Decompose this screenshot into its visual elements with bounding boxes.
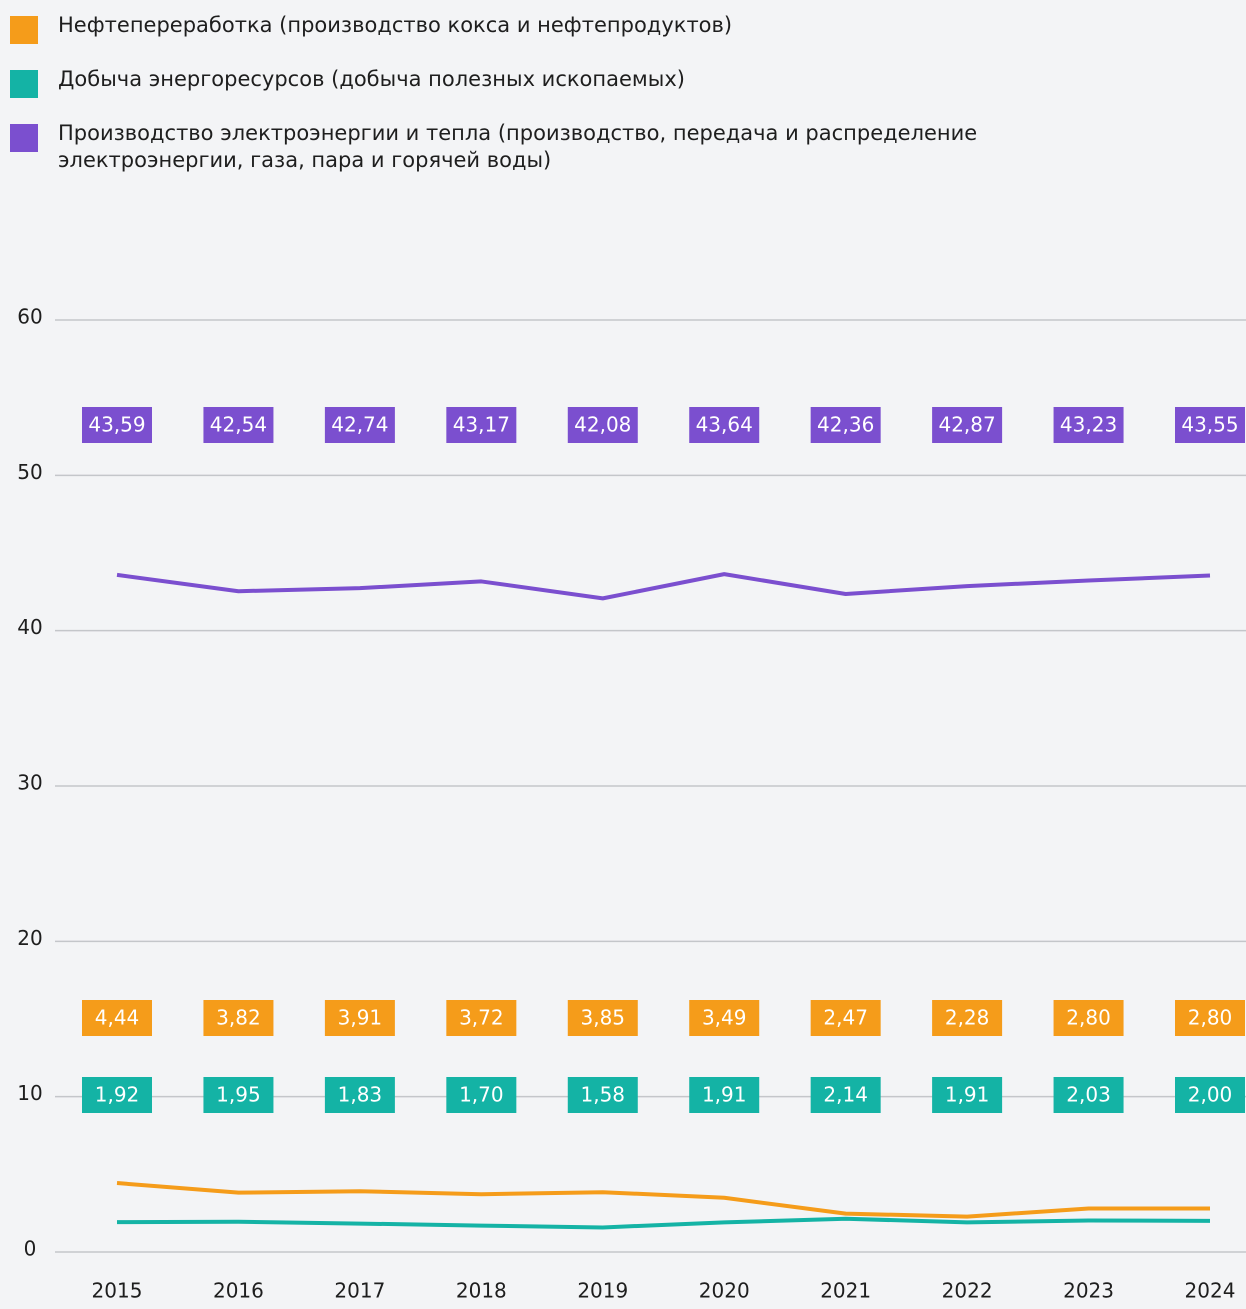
data-label-box <box>932 1000 1003 1036</box>
x-tick-label: 2021 <box>820 1279 871 1303</box>
y-tick-label: 30 <box>17 771 42 795</box>
data-label: 43,23 <box>1060 413 1117 437</box>
data-label: 42,87 <box>938 413 995 437</box>
data-label: 4,44 <box>95 1006 140 1030</box>
data-label: 42,08 <box>574 413 631 437</box>
x-tick-label: 2015 <box>92 1279 143 1303</box>
data-label: 42,54 <box>210 413 267 437</box>
legend-swatch <box>10 16 38 44</box>
series-line <box>116 1181 1210 1219</box>
data-label-box <box>810 1000 881 1036</box>
data-label-box <box>82 407 152 443</box>
legend: Нефтепереработка (производство кокса и н… <box>10 12 1000 196</box>
data-label-box <box>1053 1000 1124 1036</box>
data-label-box <box>567 1000 638 1036</box>
x-tick-label: 2016 <box>213 1279 264 1303</box>
legend-item: Нефтепереработка (производство кокса и н… <box>10 12 1000 44</box>
legend-label: Нефтепереработка (производство кокса и н… <box>58 13 733 37</box>
data-label-box <box>810 407 881 443</box>
legend-item: Производство электроэнергии и тепла (про… <box>10 120 1000 174</box>
data-label: 1,95 <box>216 1083 261 1107</box>
data-label-box <box>82 1077 152 1113</box>
x-tick-label: 2024 <box>1185 1279 1236 1303</box>
data-label-box <box>689 1000 760 1036</box>
data-label-box <box>203 1077 274 1113</box>
data-label: 43,64 <box>696 413 753 437</box>
legend-label: Добыча энергоресурсов (добыча полезных и… <box>58 67 685 91</box>
data-label: 43,55 <box>1181 413 1238 437</box>
data-label: 43,59 <box>88 413 145 437</box>
data-label: 2,03 <box>1066 1083 1111 1107</box>
data-label-box <box>82 1000 152 1036</box>
x-tick-label: 2022 <box>942 1279 993 1303</box>
data-label: 1,91 <box>702 1083 747 1107</box>
data-label: 2,00 <box>1188 1083 1233 1107</box>
data-label: 43,17 <box>453 413 510 437</box>
y-tick-label: 20 <box>17 926 42 950</box>
data-label-box <box>446 1000 517 1036</box>
y-tick-label: 40 <box>17 615 42 639</box>
data-label-box <box>324 407 395 443</box>
data-label-box <box>1175 1000 1245 1036</box>
data-label-box <box>1053 1077 1124 1113</box>
data-label: 2,28 <box>945 1006 990 1030</box>
data-label: 42,74 <box>331 413 388 437</box>
data-label: 2,14 <box>823 1083 868 1107</box>
x-tick-label: 2017 <box>334 1279 385 1303</box>
data-label: 2,47 <box>823 1006 868 1030</box>
data-label-box <box>1175 407 1245 443</box>
legend-swatch <box>10 124 38 152</box>
y-tick-label: 50 <box>17 460 42 484</box>
legend-item: Добыча энергоресурсов (добыча полезных и… <box>10 66 1000 98</box>
data-label: 1,83 <box>338 1083 383 1107</box>
data-label: 3,82 <box>216 1006 261 1030</box>
x-tick-label: 2019 <box>577 1279 628 1303</box>
y-tick-label: 10 <box>17 1081 42 1105</box>
x-tick-label: 2023 <box>1063 1279 1114 1303</box>
data-label-box <box>446 1077 517 1113</box>
data-label: 2,80 <box>1066 1006 1111 1030</box>
data-label: 1,91 <box>945 1083 990 1107</box>
legend-swatch <box>10 70 38 98</box>
data-label: 3,85 <box>581 1006 626 1030</box>
data-label-box <box>932 407 1003 443</box>
data-label-box <box>689 407 760 443</box>
data-label: 1,58 <box>581 1083 626 1107</box>
y-tick-label: 0 <box>24 1237 37 1261</box>
data-label-box <box>324 1077 395 1113</box>
data-label: 42,36 <box>817 413 874 437</box>
data-label-box <box>567 1077 638 1113</box>
data-label: 3,49 <box>702 1006 747 1030</box>
data-label-box <box>203 1000 274 1036</box>
data-label-box <box>810 1077 881 1113</box>
data-label-box <box>446 407 517 443</box>
data-label: 2,80 <box>1188 1006 1233 1030</box>
series-line <box>116 572 1211 601</box>
legend-label: Производство электроэнергии и тепла (про… <box>58 121 978 172</box>
data-label: 3,72 <box>459 1006 504 1030</box>
series-line <box>116 1216 1211 1230</box>
data-label-box <box>689 1077 760 1113</box>
data-label-box <box>567 407 638 443</box>
data-label-box <box>1175 1077 1245 1113</box>
data-label: 1,70 <box>459 1083 504 1107</box>
x-tick-label: 2020 <box>699 1279 750 1303</box>
x-tick-label: 2018 <box>456 1279 507 1303</box>
data-label: 1,92 <box>95 1083 140 1107</box>
data-label-box <box>1053 407 1124 443</box>
y-tick-label: 60 <box>17 305 42 329</box>
data-label: 3,91 <box>338 1006 383 1030</box>
data-label-box <box>324 1000 395 1036</box>
data-label-box <box>932 1077 1003 1113</box>
data-label-box <box>203 407 274 443</box>
